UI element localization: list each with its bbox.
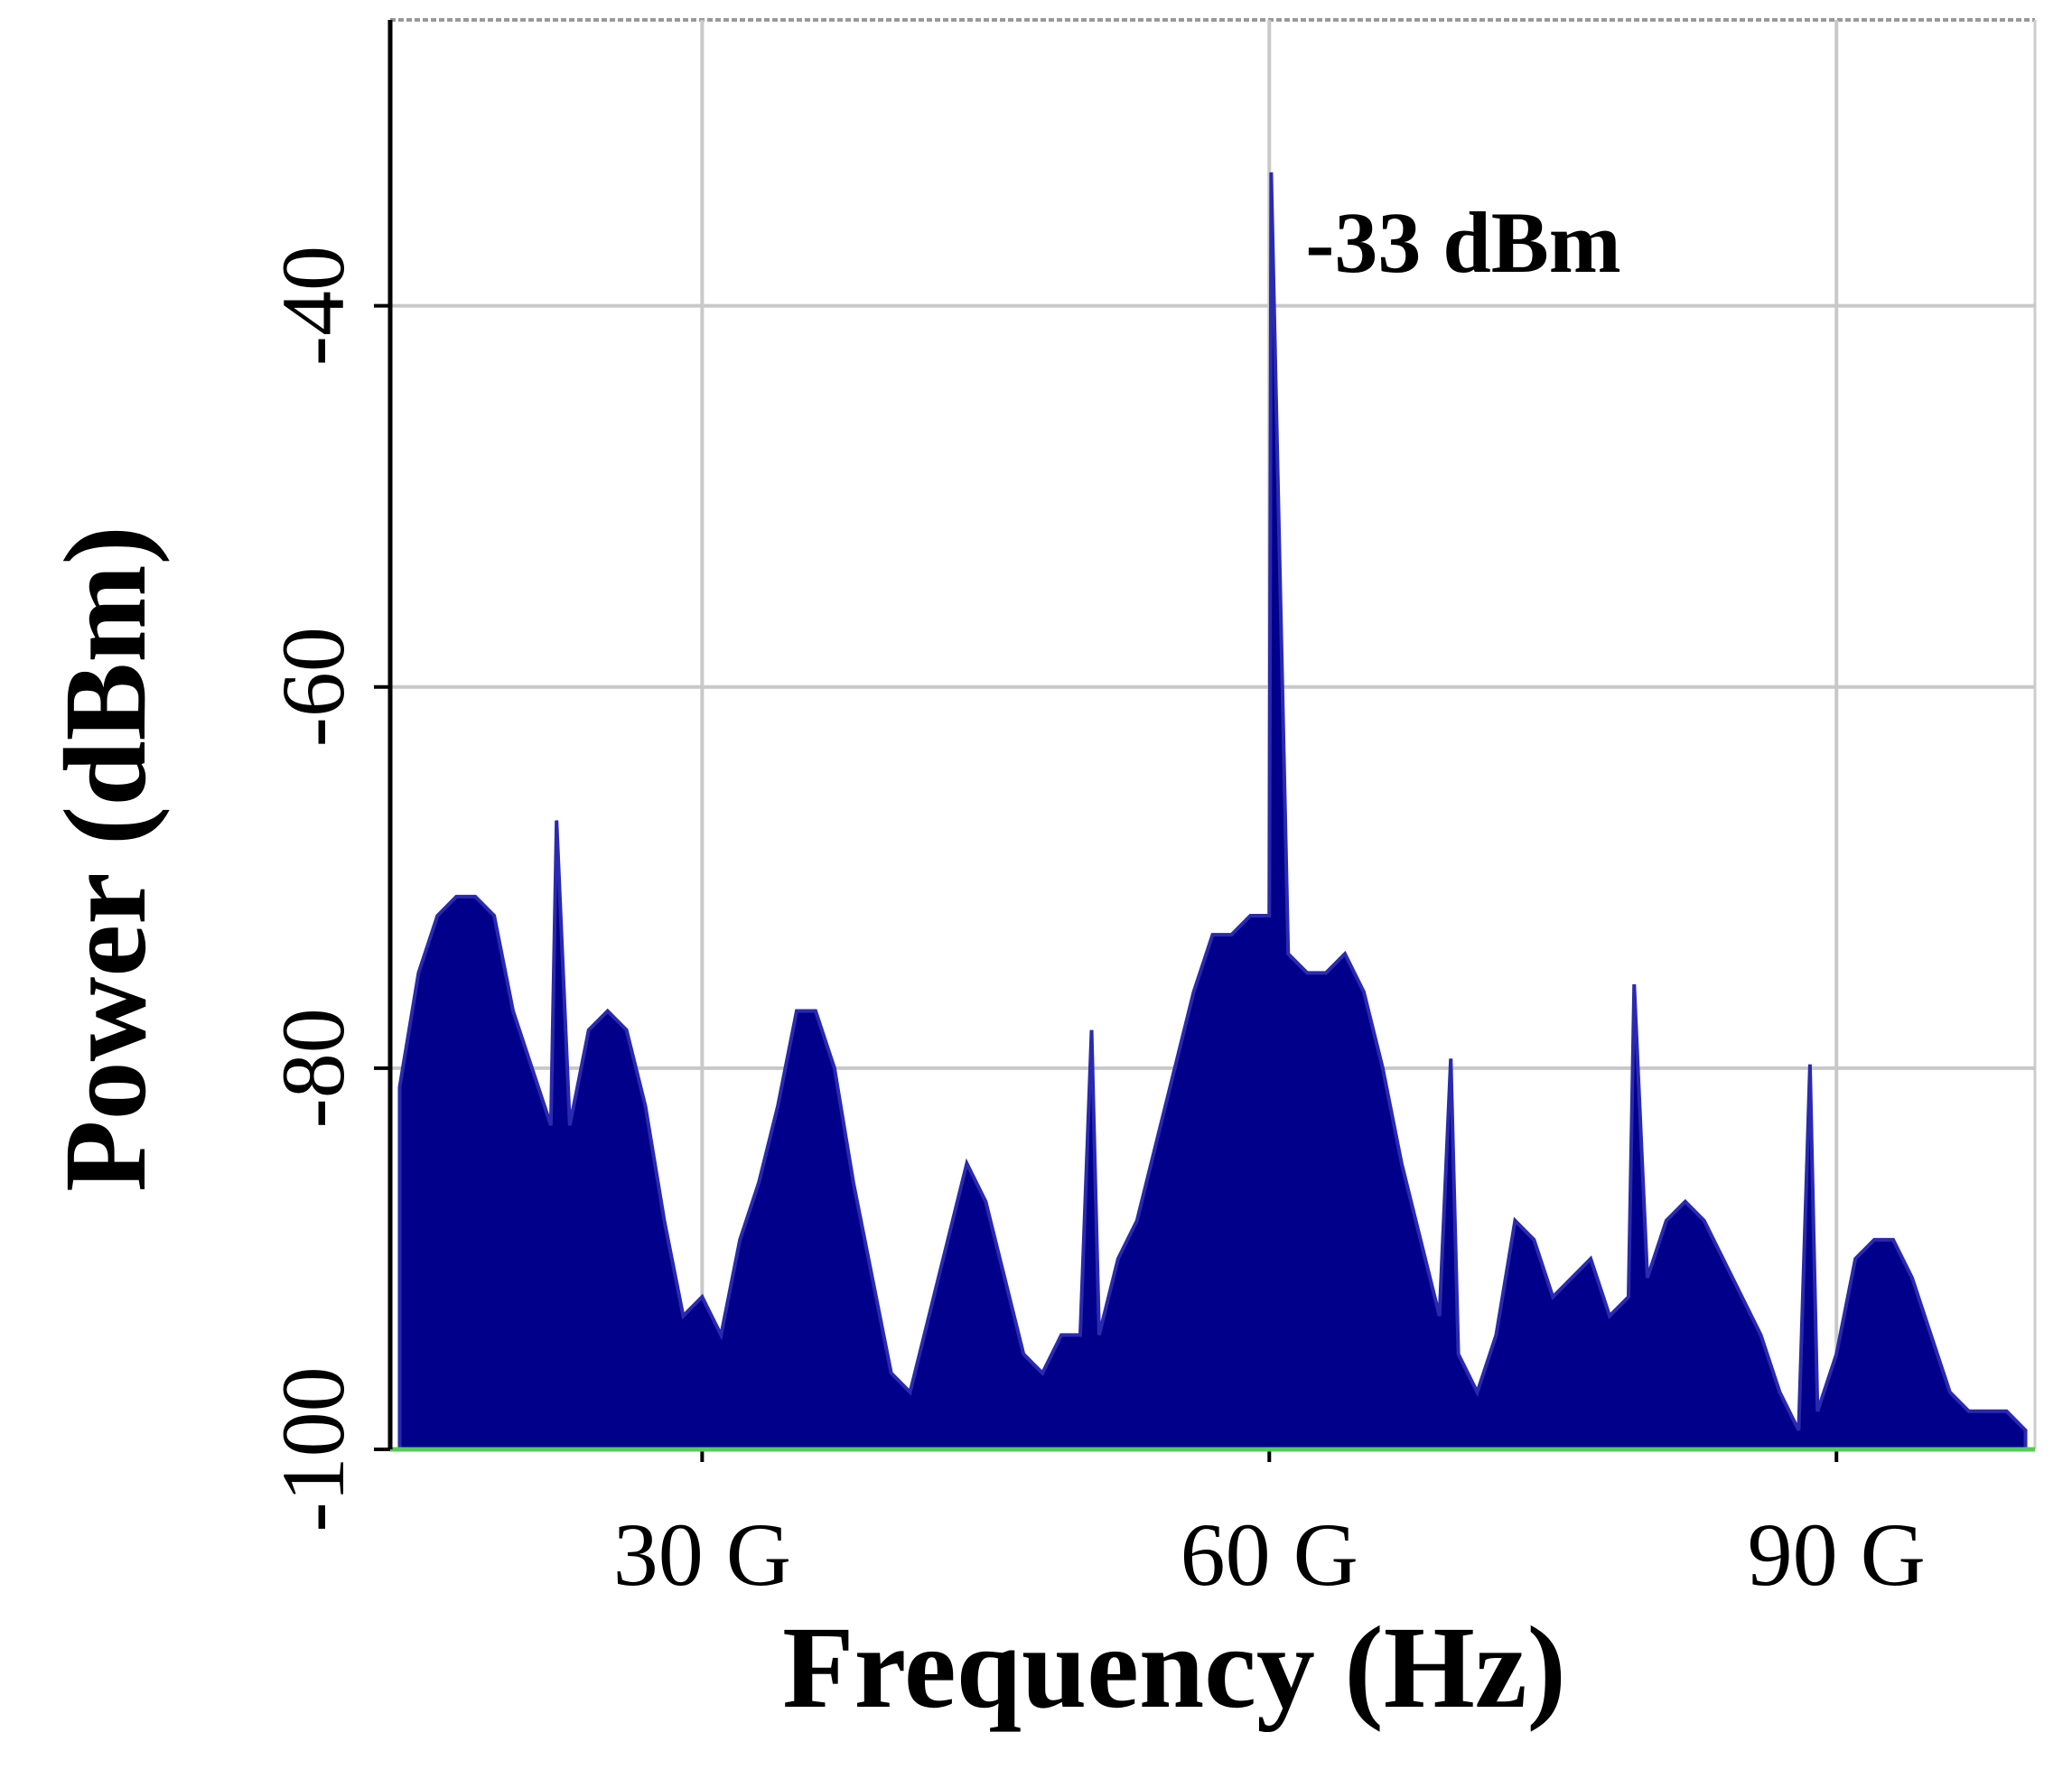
x-tick-label: 60 G [1181,1504,1358,1605]
annotation: -33 dBm [1305,194,1620,291]
y-tick-label: -60 [263,627,363,747]
x-tick-label: 90 G [1748,1504,1926,1605]
layer: -40 -60 -80 -100 30 G 60 G 90 G -33 dBm [263,20,2035,1605]
y-tick-label: -80 [263,1008,363,1128]
y-axis-title: Power (dBm) [41,526,171,1192]
y-tick-label: -100 [263,1366,363,1532]
x-axis-title: Frequency (Hz) [782,1603,1566,1733]
y-tick-label: -40 [263,246,363,366]
spectrum [397,172,2028,1451]
x-tick-label: 30 G [613,1504,791,1605]
